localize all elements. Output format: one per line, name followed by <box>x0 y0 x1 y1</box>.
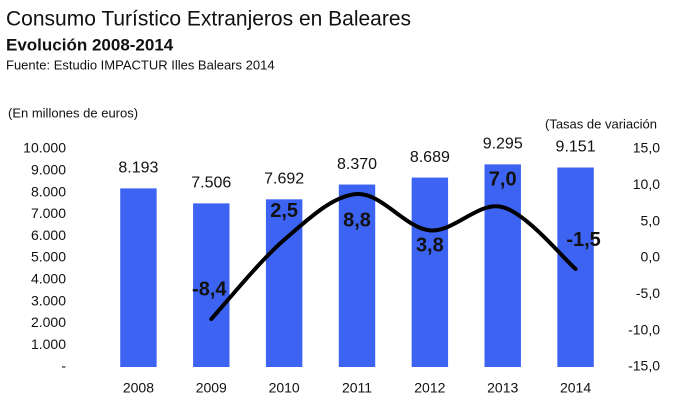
line-data-label: 2,5 <box>270 200 298 222</box>
y-tick-label: 4.000 <box>31 271 66 287</box>
x-tick-label: 2013 <box>487 380 518 396</box>
y-tick-label: 6.000 <box>31 227 66 243</box>
y2-tick-label: -5,0 <box>636 285 660 301</box>
x-tick-label: 2011 <box>342 380 372 396</box>
bar <box>265 199 303 367</box>
bar <box>484 164 521 367</box>
data-label: 8.689 <box>410 149 450 166</box>
y2-tick-label: 15,0 <box>633 140 660 156</box>
x-tick-label: 2010 <box>269 380 300 396</box>
y-tick-label: 1.000 <box>31 336 66 352</box>
line-data-label: -8,4 <box>192 278 227 300</box>
line <box>209 192 578 322</box>
y-tick-label: - <box>61 358 66 374</box>
y-axis-label: (En millones de euros) <box>8 105 138 120</box>
line-data-label: 8,8 <box>343 209 371 231</box>
y2-tick-label: 0,0 <box>641 249 661 265</box>
y-tick-label: 10.000 <box>23 140 66 156</box>
y-tick-label: 2.000 <box>31 314 66 330</box>
x-tick-label: 2009 <box>196 380 227 396</box>
bar <box>120 188 157 367</box>
y2-tick-label: 5,0 <box>641 212 661 228</box>
bar <box>338 184 376 367</box>
y-tick-label: 9.000 <box>31 162 66 178</box>
y2-tick-label: -10,0 <box>628 321 660 337</box>
y-tick-label: 3.000 <box>31 292 66 308</box>
y2-tick-label: -15,0 <box>628 358 660 374</box>
y-tick-label: 8.000 <box>31 183 66 199</box>
y-tick-label: 7.000 <box>31 205 66 221</box>
bar <box>411 177 449 367</box>
line-data-label: -1,5 <box>566 229 600 251</box>
y-tick-label: 5.000 <box>31 249 66 265</box>
data-label: 8.370 <box>337 156 377 173</box>
chart-title: Consumo Turístico Extranjeros en Baleare… <box>6 8 411 31</box>
data-label: 9.295 <box>483 136 523 153</box>
source: Fuente: Estudio IMPACTUR Illes Balears 2… <box>6 57 275 72</box>
data-label: 8.193 <box>118 160 158 177</box>
y2-tick-label: 10,0 <box>633 176 660 192</box>
data-label: 7.692 <box>264 171 304 188</box>
data-label: 7.506 <box>191 175 231 192</box>
x-tick-label: 2012 <box>414 380 445 396</box>
bar <box>193 203 230 367</box>
x-tick-label: 2014 <box>560 380 591 396</box>
line-data-label: 7,0 <box>489 168 517 190</box>
x-tick-label: 2008 <box>123 380 154 396</box>
chart-subtitle: Evolución 2008-2014 <box>6 35 174 54</box>
line-data-label: 3,8 <box>416 235 444 257</box>
y2-axis-label: (Tasas de variación <box>545 116 657 131</box>
data-label: 9.151 <box>556 139 596 156</box>
